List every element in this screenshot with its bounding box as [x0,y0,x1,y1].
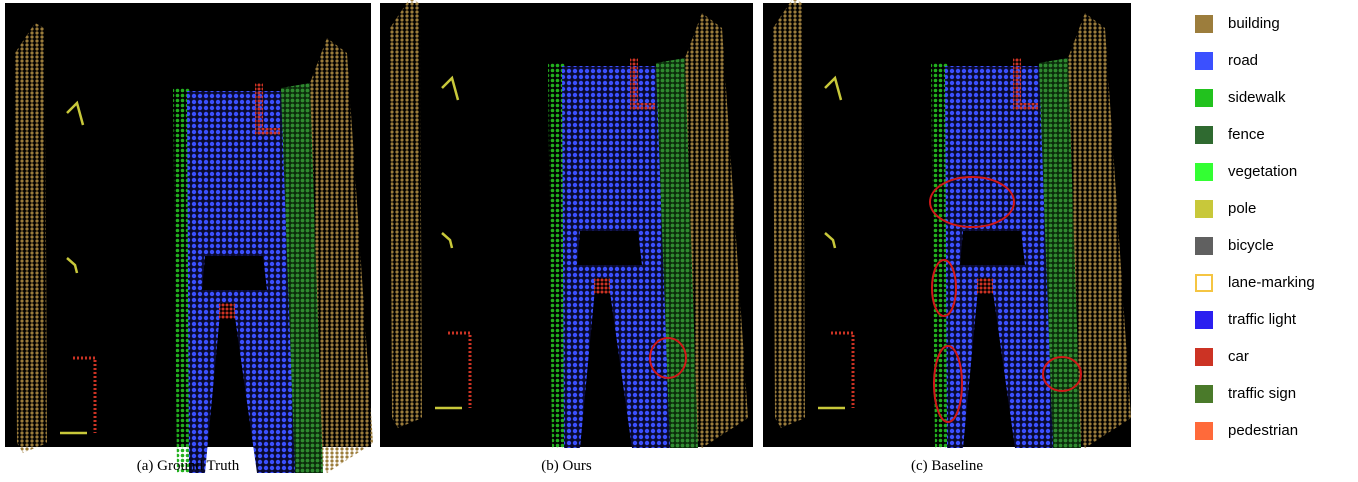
legend-swatch [1195,89,1213,107]
building-left [773,0,805,428]
legend-label: vegetation [1228,163,1297,180]
occlusion [202,256,267,290]
legend-label: fence [1228,126,1265,143]
point-cloud-panel [5,3,373,473]
legend-swatch [1195,237,1213,255]
occlusion [577,231,642,265]
legend-label: lane-marking [1228,274,1315,291]
legend-label: traffic sign [1228,385,1296,402]
legend-label: building [1228,15,1280,32]
legend-swatch [1195,200,1213,218]
legend-label: pole [1228,200,1256,217]
legend-swatch [1195,311,1213,329]
panel-caption: (b) Ours [541,458,592,474]
legend-swatch [1195,385,1213,403]
legend-swatch [1195,348,1213,366]
legend-label: traffic light [1228,311,1297,328]
car-center [219,303,235,319]
legend-swatch [1195,15,1213,33]
legend-label: sidewalk [1228,89,1286,106]
car-center [977,278,993,294]
legend-swatch [1195,422,1213,440]
building-left [15,23,47,453]
occlusion [960,231,1025,265]
legend-swatch [1196,275,1212,291]
panel-caption: (a) Ground Truth [137,458,240,474]
car-center [594,278,610,294]
legend-label: car [1228,348,1249,365]
point-cloud-panel [380,0,753,448]
legend-swatch [1195,163,1213,181]
legend-label: road [1228,52,1258,69]
legend-label: bicycle [1228,237,1274,254]
figure: (a) Ground Truth (b) Ours (c) Baseline buil… [0,0,1358,482]
building-left [390,0,422,428]
panel-caption: (c) Baseline [911,458,983,474]
legend-label: pedestrian [1228,422,1298,439]
legend-swatch [1195,126,1213,144]
legend-swatch [1195,52,1213,70]
point-cloud-panel [763,0,1131,448]
